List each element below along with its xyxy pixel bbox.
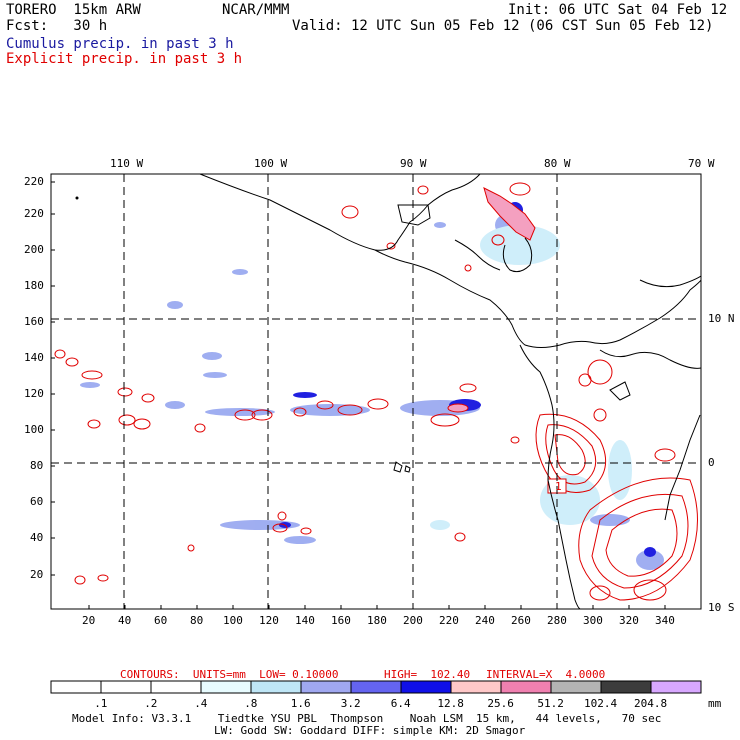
map-frame	[50, 173, 702, 610]
model-title: TORERO 15km ARW	[6, 2, 141, 18]
contours-high: HIGH= 102.40	[384, 668, 471, 681]
scale-label: 3.2	[340, 697, 361, 710]
lon-label-90w: 90 W	[400, 157, 427, 170]
x-tick-label: 80	[190, 614, 204, 627]
y-tick-label: 220	[24, 207, 44, 220]
init-time: Init: 06 UTC Sat 04 Feb 12	[508, 2, 728, 18]
model-info-line-1: Model Info: V3.3.1 Tiedtke YSU PBL Thomp…	[72, 712, 662, 725]
y-tick-label: 140	[24, 351, 44, 364]
scale-label: .4	[194, 697, 208, 710]
explicit-precip-heavy	[447, 187, 536, 413]
scale-label: 25.6	[487, 697, 514, 710]
andes-contours	[535, 413, 698, 601]
x-tick-label: 100	[223, 614, 243, 627]
x-tick-label: 260	[511, 614, 531, 627]
x-tick-label: 340	[655, 614, 675, 627]
feature-box-label: 1	[555, 480, 562, 493]
x-tick-label: 20	[82, 614, 96, 627]
y-tick-label: 80	[30, 459, 44, 472]
scale-label: .8	[244, 697, 258, 710]
scale-label: 204.8	[634, 697, 668, 710]
y-tick-label: 160	[24, 315, 44, 328]
y-tick-label: 180	[24, 279, 44, 292]
model-info-line-2: LW: Godd SW: Goddard DIFF: simple KM: 2D…	[214, 724, 526, 737]
y-tick-label: 60	[30, 495, 44, 508]
scale-label: 12.8	[437, 697, 464, 710]
y-tick-label: 40	[30, 531, 44, 544]
scale-label: .2	[144, 697, 158, 710]
contours-interval: INTERVAL=X 4.0000	[486, 668, 606, 681]
scale-units: mm	[708, 697, 722, 710]
x-tick-label: 180	[367, 614, 387, 627]
x-tick-label: 200	[403, 614, 423, 627]
x-tick-label: 140	[295, 614, 315, 627]
scale-label: .1	[94, 697, 108, 710]
legend-explicit: Explicit precip. in past 3 h	[6, 51, 243, 67]
valid-time: Valid: 12 UTC Sun 05 Feb 12 (06 CST Sun …	[292, 18, 714, 34]
forecast-hour: Fcst: 30 h	[6, 18, 108, 34]
explicit-precip-contours	[54, 182, 676, 601]
lat-label-10s: 10 S	[708, 601, 735, 614]
x-tick-label: 160	[331, 614, 351, 627]
island-dot	[75, 196, 79, 200]
y-tick-label: 100	[24, 423, 44, 436]
x-tick-label: 220	[439, 614, 459, 627]
x-tick-label: 320	[619, 614, 639, 627]
x-tick-label: 300	[583, 614, 603, 627]
x-tick-label: 240	[475, 614, 495, 627]
scale-label: 102.4	[584, 697, 618, 710]
y-tick-label: 20	[30, 568, 44, 581]
center-label: NCAR/MMM	[222, 2, 290, 18]
x-tick-label: 60	[154, 614, 168, 627]
lon-label-70w: 70 W	[688, 157, 715, 170]
y-tick-label-top: 220	[24, 175, 44, 188]
scale-label: 51.2	[537, 697, 564, 710]
axis-ticks	[51, 181, 666, 609]
x-tick-label: 40	[118, 614, 132, 627]
lat-label-0: 0	[708, 456, 715, 469]
lon-label-110w: 110 W	[110, 157, 144, 170]
scale-label: 1.6	[290, 697, 311, 710]
lon-label-80w: 80 W	[544, 157, 571, 170]
lat-label-10n: 10 N	[708, 312, 735, 325]
graticule	[51, 174, 701, 609]
y-tick-label: 120	[24, 387, 44, 400]
x-tick-label: 120	[259, 614, 279, 627]
contours-info: CONTOURS: UNITS=mm LOW= 0.10000	[120, 668, 339, 681]
scale-label: 6.4	[390, 697, 411, 710]
coastlines	[199, 174, 701, 609]
lon-label-100w: 100 W	[254, 157, 288, 170]
legend-cumulus: Cumulus precip. in past 3 h	[6, 36, 234, 52]
x-tick-label: 280	[547, 614, 567, 627]
y-tick-label: 200	[24, 243, 44, 256]
